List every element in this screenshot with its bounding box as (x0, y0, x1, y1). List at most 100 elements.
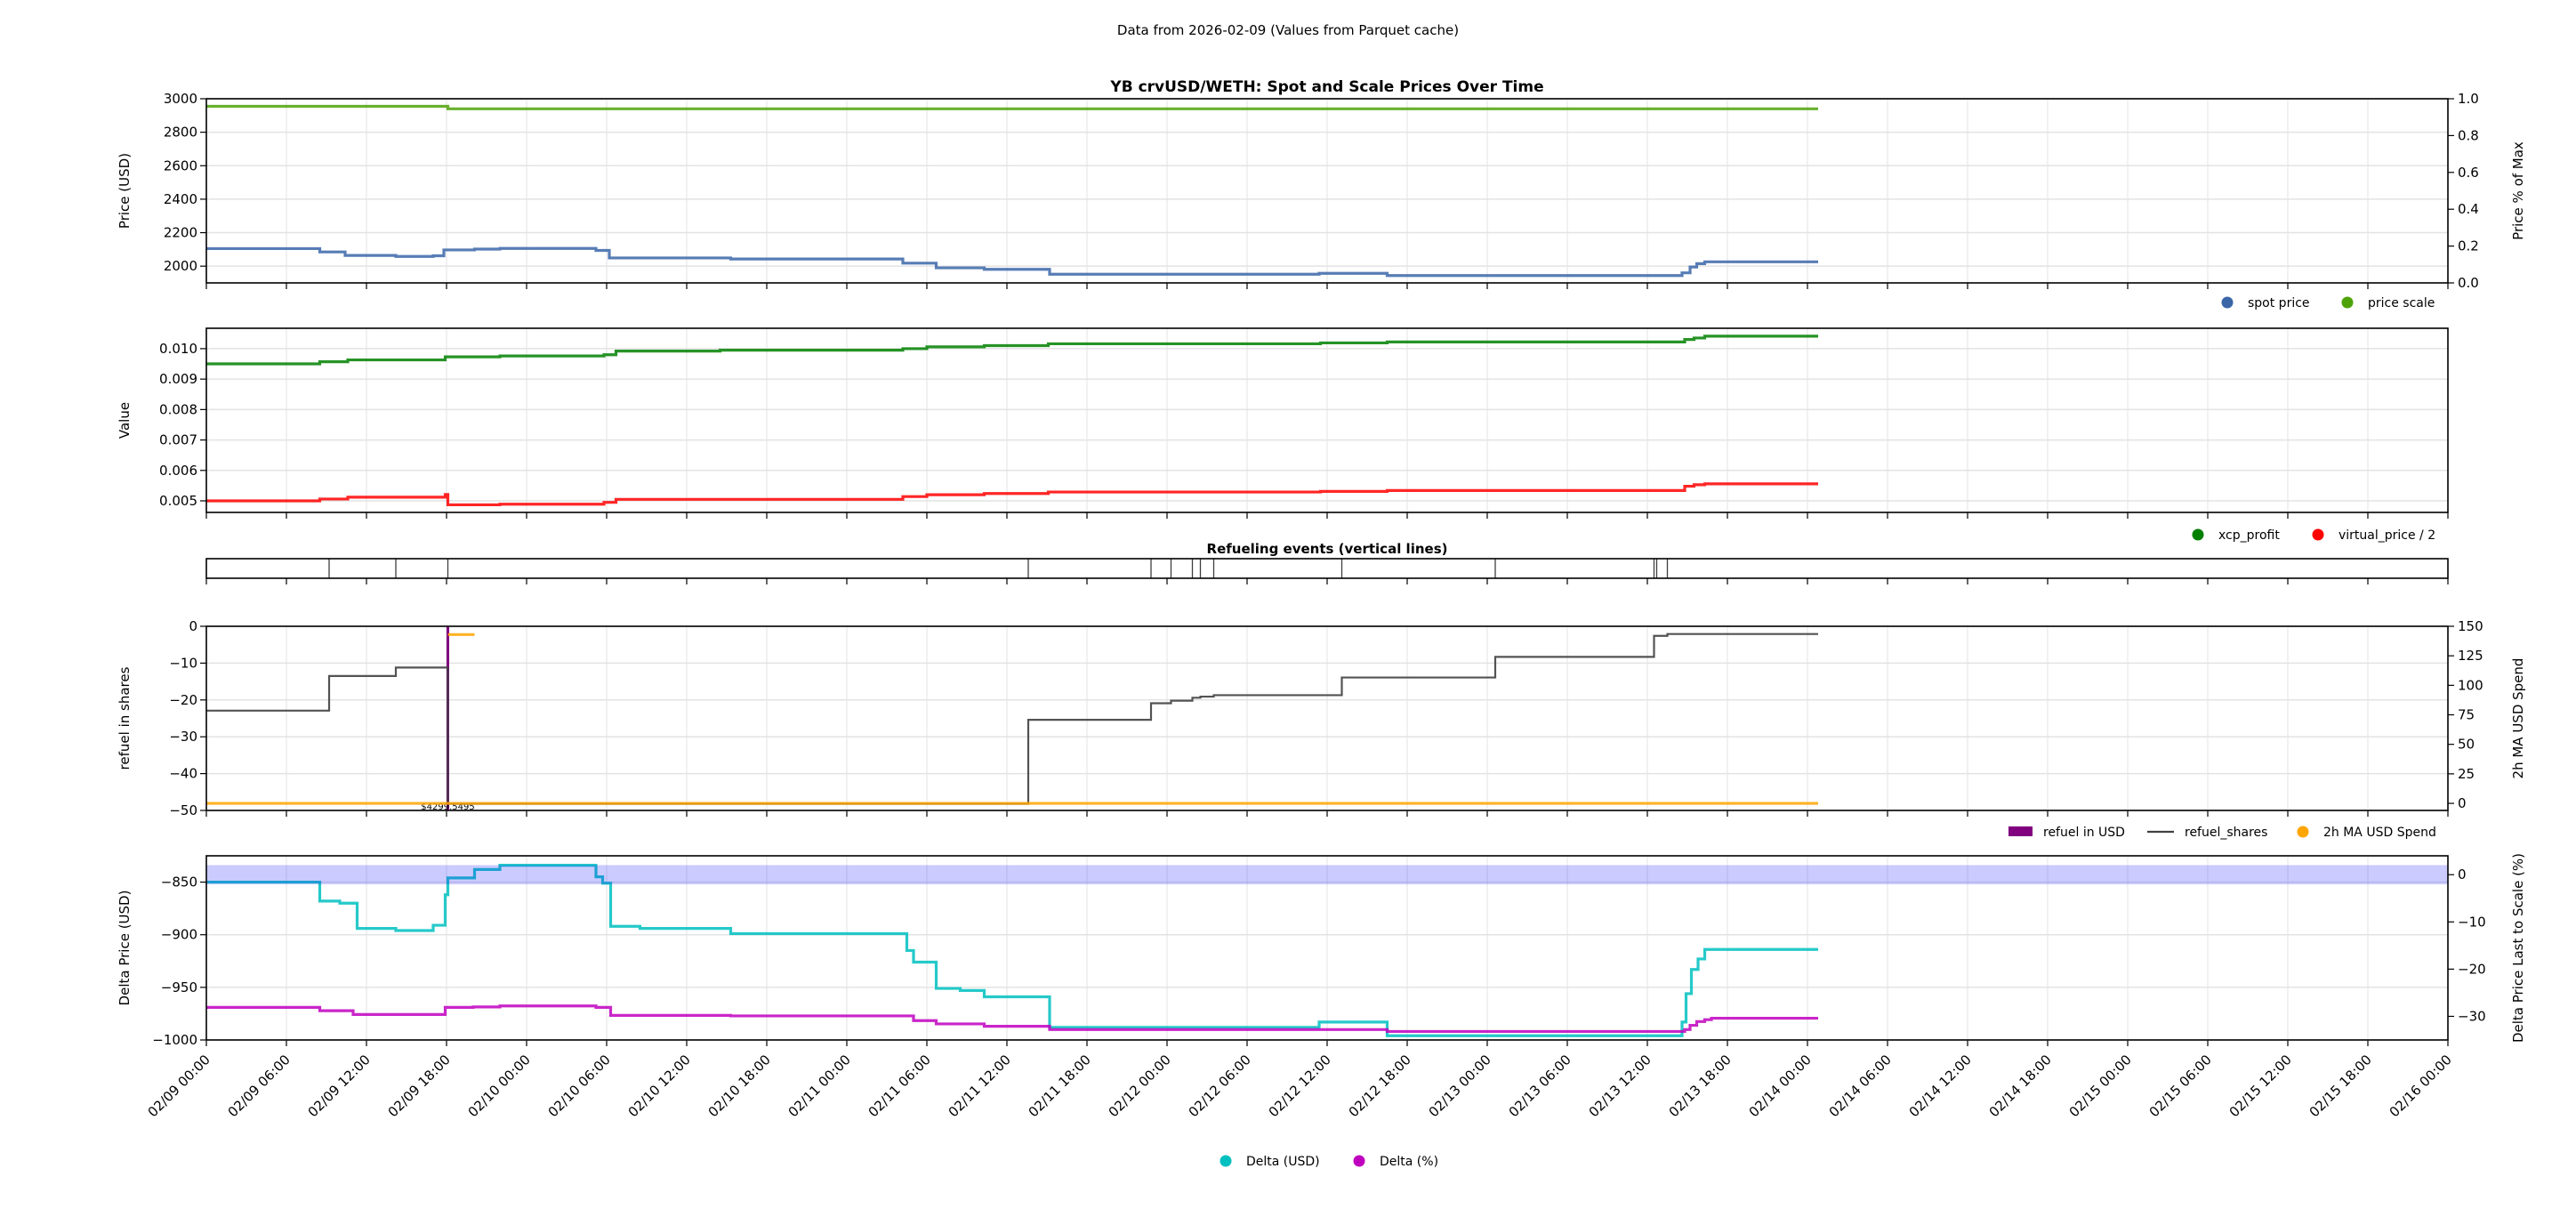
y-right-tick-label: 0.8 (2458, 127, 2479, 143)
y-axis-label: Delta Price (USD) (117, 891, 133, 1006)
y-tick-label: 2800 (164, 125, 197, 141)
y-tick-label: −40 (169, 766, 197, 782)
y-tick-label: 0.010 (159, 341, 197, 357)
y-tick-label: 2200 (164, 225, 197, 241)
x-tick-label: 02/10 18:00 (705, 1052, 774, 1120)
x-tick-label: 02/16 00:00 (2387, 1052, 2455, 1120)
legend-label: refuel_shares (2185, 826, 2267, 840)
series-line-price-scale (206, 104, 1818, 110)
x-tick-label: 02/14 06:00 (1826, 1052, 1895, 1120)
y-right-tick-label: 0 (2458, 866, 2467, 882)
y-tick-label: 0.009 (159, 371, 197, 387)
y-right-tick-label: −30 (2458, 1008, 2486, 1024)
x-tick-label: 02/15 00:00 (2066, 1052, 2135, 1120)
legend-marker (2297, 826, 2309, 838)
series-line-delta-usd- (206, 864, 1818, 1037)
legend-marker (2312, 528, 2324, 541)
x-tick-label: 02/13 00:00 (1426, 1052, 1494, 1120)
y-right-tick-label: 1.0 (2458, 91, 2479, 107)
x-tick-label: 02/12 06:00 (1186, 1052, 1254, 1120)
x-tick-label: 02/11 06:00 (865, 1052, 934, 1120)
x-tick-label: 02/09 18:00 (385, 1052, 454, 1120)
legend-marker (1353, 1155, 1365, 1167)
refuel-usd-bar-label: $4299.5495 (421, 802, 474, 812)
y-tick-label: 2600 (164, 157, 197, 173)
y-right-tick-label: 0 (2458, 795, 2467, 811)
x-tick-label: 02/13 18:00 (1666, 1052, 1735, 1120)
events-title: Refueling events (vertical lines) (1207, 541, 1448, 557)
legend-label: price scale (2368, 296, 2435, 310)
y-axis-label: Price (USD) (117, 153, 133, 229)
y-right-tick-label: 0.0 (2458, 275, 2479, 291)
y-right-tick-label: 125 (2458, 648, 2483, 664)
x-tick-label: 02/09 06:00 (225, 1052, 294, 1120)
chart-title: YB crvUSD/WETH: Spot and Scale Prices Ov… (1109, 78, 1543, 96)
y-tick-label: 0.007 (159, 432, 197, 448)
x-tick-label: 02/13 06:00 (1506, 1052, 1574, 1120)
legend-label: spot price (2248, 296, 2310, 310)
legend-label: Delta (%) (1380, 1155, 1438, 1169)
legend-label: Delta (USD) (1246, 1155, 1320, 1169)
y-axis-label: refuel in shares (117, 666, 133, 770)
y-tick-label: 0 (189, 618, 197, 634)
x-tick-label: 02/12 00:00 (1106, 1052, 1174, 1120)
legend-label: xcp_profit (2218, 528, 2280, 543)
axes-frame (205, 625, 2449, 811)
y-right-tick-label: −10 (2458, 914, 2486, 930)
x-tick-label: 02/15 12:00 (2226, 1052, 2295, 1120)
x-tick-label: 02/10 12:00 (625, 1052, 694, 1120)
series-line-xcp-profit (206, 334, 1818, 366)
y-right-tick-label: 25 (2458, 766, 2475, 782)
y-tick-label: 0.006 (159, 463, 197, 479)
y-tick-label: −20 (169, 692, 197, 708)
target-band (205, 865, 2449, 885)
y-tick-label: −850 (161, 874, 197, 891)
series-line-spot-price (206, 246, 1818, 278)
y-tick-label: 0.005 (159, 493, 197, 509)
y-tick-label: −10 (169, 655, 197, 671)
y-tick-label: 2400 (164, 191, 197, 207)
legend-marker (2192, 528, 2204, 541)
legend-patch (2008, 826, 2033, 836)
legend-marker (2221, 296, 2234, 309)
y-tick-label: −50 (169, 802, 197, 818)
x-tick-label: 02/11 12:00 (946, 1052, 1014, 1120)
x-tick-label: 02/10 00:00 (465, 1052, 534, 1120)
y-right-tick-label: 0.2 (2458, 238, 2479, 254)
series-line-delta- (206, 1004, 1818, 1034)
y-right-axis-label: 2h MA USD Spend (2510, 658, 2526, 779)
axes-frame (205, 98, 2449, 284)
axes-frame (205, 327, 2449, 513)
y-right-tick-label: 100 (2458, 677, 2483, 693)
x-tick-label: 02/15 18:00 (2306, 1052, 2375, 1120)
axes-frame (205, 855, 2449, 1041)
y-tick-label: 3000 (164, 91, 197, 107)
series-line-virtual-price-2 (206, 482, 1818, 507)
y-right-tick-label: −20 (2458, 961, 2486, 977)
x-tick-label: 02/14 00:00 (1746, 1052, 1815, 1120)
y-right-axis-label: Delta Price Last to Scale (%) (2510, 853, 2526, 1043)
x-tick-label: 02/12 18:00 (1346, 1052, 1414, 1120)
y-tick-label: −950 (161, 979, 197, 995)
y-tick-label: −1000 (152, 1032, 197, 1048)
x-tick-label: 02/11 00:00 (785, 1052, 854, 1120)
legend-label: 2h MA USD Spend (2323, 826, 2436, 840)
y-tick-label: 0.008 (159, 401, 197, 417)
figure-subtitle: Data from 2026-02-09 (Values from Parque… (1117, 22, 1459, 38)
y-right-tick-label: 0.4 (2458, 201, 2479, 217)
legend-marker (1220, 1155, 1232, 1167)
x-tick-label: 02/11 18:00 (1026, 1052, 1094, 1120)
y-tick-label: 2000 (164, 258, 197, 274)
x-tick-label: 02/10 06:00 (545, 1052, 614, 1120)
y-tick-label: −900 (161, 927, 197, 943)
y-right-tick-label: 150 (2458, 618, 2483, 634)
x-tick-label: 02/15 06:00 (2146, 1052, 2215, 1120)
y-axis-label: Value (117, 402, 133, 439)
y-right-axis-label: Price % of Max (2510, 141, 2526, 240)
legend-label: refuel in USD (2043, 826, 2125, 840)
x-tick-label: 02/14 18:00 (1986, 1052, 2055, 1120)
legend-label: virtual_price / 2 (2339, 528, 2435, 543)
y-right-tick-label: 50 (2458, 737, 2475, 753)
legend-marker (2341, 296, 2354, 309)
